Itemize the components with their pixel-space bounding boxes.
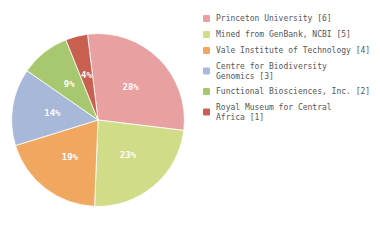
svg-text:4%: 4% [81, 70, 92, 80]
svg-text:Vale Institute of Technology [: Vale Institute of Technology [4] [216, 46, 370, 55]
svg-text:23%: 23% [120, 150, 137, 160]
svg-text:Centre for Biodiversity: Centre for Biodiversity [216, 62, 327, 71]
svg-text:28%: 28% [123, 82, 140, 92]
svg-text:19%: 19% [62, 152, 79, 162]
svg-text:Functional Biosciences, Inc. [: Functional Biosciences, Inc. [2] [216, 87, 370, 96]
svg-text:Mined from GenBank, NCBI [5]: Mined from GenBank, NCBI [5] [216, 30, 351, 39]
svg-text:Genomics [3]: Genomics [3] [216, 72, 274, 81]
svg-text:14%: 14% [44, 108, 61, 118]
svg-text:Africa [1]: Africa [1] [216, 113, 264, 122]
svg-text:Royal Museum for Central: Royal Museum for Central [216, 103, 332, 112]
svg-text:9%: 9% [64, 79, 75, 89]
svg-text:Princeton University [6]: Princeton University [6] [216, 14, 332, 23]
